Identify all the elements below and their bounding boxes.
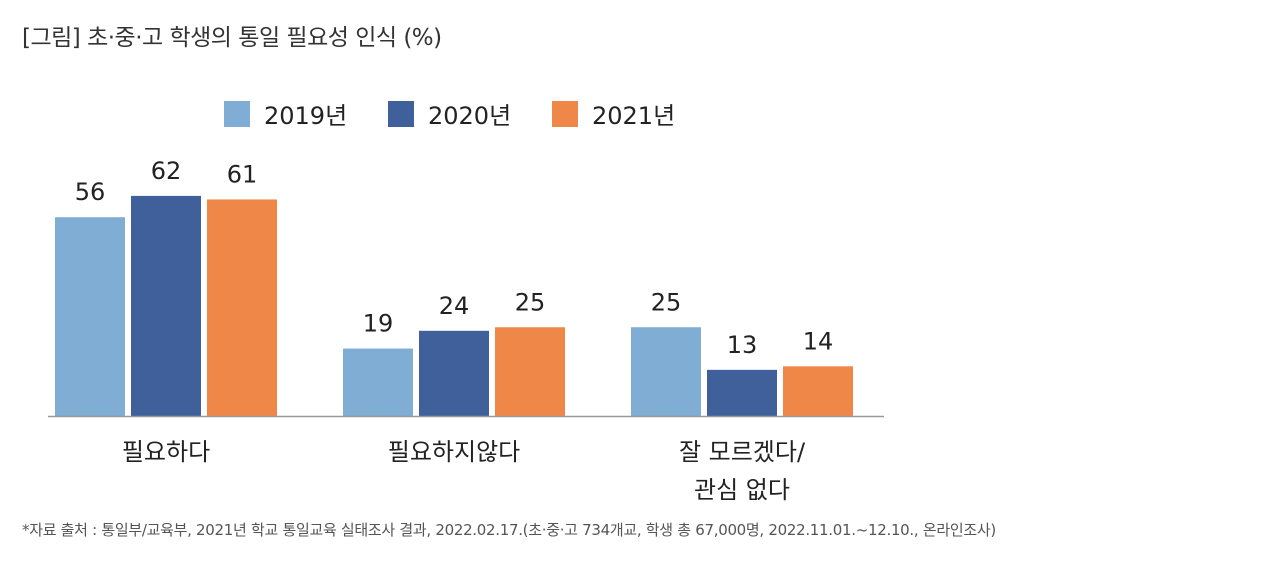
- chart-title: [그림] 초·중·고 학생의 통일 필요성 인식 (%): [22, 25, 442, 51]
- source-note: *자료 출처 : 통일부/교육부, 2021년 학교 통일교육 실태조사 결과,…: [22, 521, 996, 539]
- data-label-2021-cat0: 61: [227, 160, 258, 188]
- bar-2021-cat0: [207, 199, 277, 416]
- bar-2019-cat0: [55, 217, 125, 416]
- legend-label-2021: 2021년: [592, 102, 675, 130]
- legend-swatch-2020: [388, 101, 414, 127]
- category-label-1: 필요하지않다: [388, 438, 520, 466]
- data-labels-group: 56 62 61 19 24 25 25 13 14: [75, 157, 834, 359]
- data-label-2019-cat2: 25: [651, 288, 682, 316]
- bar-2019-cat2: [631, 327, 701, 416]
- data-label-2020-cat2: 13: [727, 331, 758, 359]
- legend-swatch-2019: [224, 101, 250, 127]
- bar-2021-cat2: [783, 366, 853, 416]
- legend: 2019년 2020년 2021년: [224, 101, 675, 130]
- bar-2020-cat1: [419, 330, 489, 416]
- category-label-2-line0: 잘 모르겠다/: [679, 438, 806, 466]
- category-label-2-line1: 관심 없다: [694, 476, 790, 504]
- data-label-2019-cat1: 19: [363, 310, 394, 338]
- data-label-2020-cat0: 62: [151, 157, 182, 185]
- category-label-0: 필요하다: [122, 438, 210, 466]
- bar-2021-cat1: [495, 327, 565, 416]
- bars-group: [55, 195, 853, 416]
- data-label-2021-cat1: 25: [515, 288, 546, 316]
- legend-label-2020: 2020년: [428, 102, 511, 130]
- bar-2020-cat2: [707, 369, 777, 416]
- data-label-2020-cat1: 24: [439, 292, 470, 320]
- legend-label-2019: 2019년: [264, 102, 347, 130]
- data-label-2021-cat2: 14: [803, 327, 834, 355]
- bar-2020-cat0: [131, 195, 201, 416]
- category-labels-group: 필요하다 필요하지않다 잘 모르겠다/관심 없다: [122, 438, 806, 504]
- data-label-2019-cat0: 56: [75, 178, 106, 206]
- bar-2019-cat1: [343, 348, 413, 416]
- legend-swatch-2021: [552, 101, 578, 127]
